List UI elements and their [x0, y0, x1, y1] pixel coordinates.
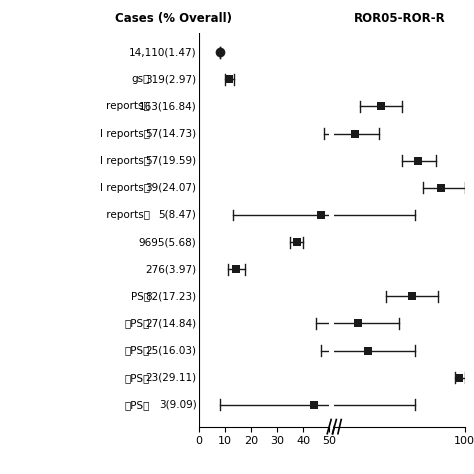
Text: 14,110(1.47): 14,110(1.47)	[129, 47, 197, 57]
Text: （PS）: （PS）	[124, 346, 150, 356]
Text: l reports）: l reports）	[100, 128, 150, 138]
Text: gs）: gs）	[131, 74, 150, 84]
Text: Cases (% Overall): Cases (% Overall)	[115, 12, 232, 25]
Text: 82(17.23): 82(17.23)	[146, 292, 197, 301]
Text: 27(14.84): 27(14.84)	[146, 319, 197, 328]
Text: 163(16.84): 163(16.84)	[139, 101, 197, 111]
Text: ROR05-ROR-R: ROR05-ROR-R	[354, 12, 446, 25]
Text: 23(29.11): 23(29.11)	[146, 373, 197, 383]
Text: l reports）: l reports）	[100, 155, 150, 166]
Text: （PS）: （PS）	[124, 373, 150, 383]
Text: 57(19.59): 57(19.59)	[146, 155, 197, 166]
Text: 25(16.03): 25(16.03)	[146, 346, 197, 356]
Text: reports）: reports）	[103, 210, 150, 220]
Text: 3(9.09): 3(9.09)	[159, 400, 197, 410]
Text: PS）: PS）	[130, 292, 150, 301]
Text: 276(3.97): 276(3.97)	[146, 264, 197, 274]
Text: （PS）: （PS）	[124, 400, 150, 410]
Text: 57(14.73): 57(14.73)	[146, 128, 197, 138]
Text: l reports）: l reports）	[100, 183, 150, 193]
Text: 319(2.97): 319(2.97)	[146, 74, 197, 84]
Text: 9695(5.68): 9695(5.68)	[139, 237, 197, 247]
Text: 39(24.07): 39(24.07)	[146, 183, 197, 193]
Text: （PS）: （PS）	[124, 319, 150, 328]
Text: reports）: reports）	[106, 101, 150, 111]
Text: 5(8.47): 5(8.47)	[159, 210, 197, 220]
